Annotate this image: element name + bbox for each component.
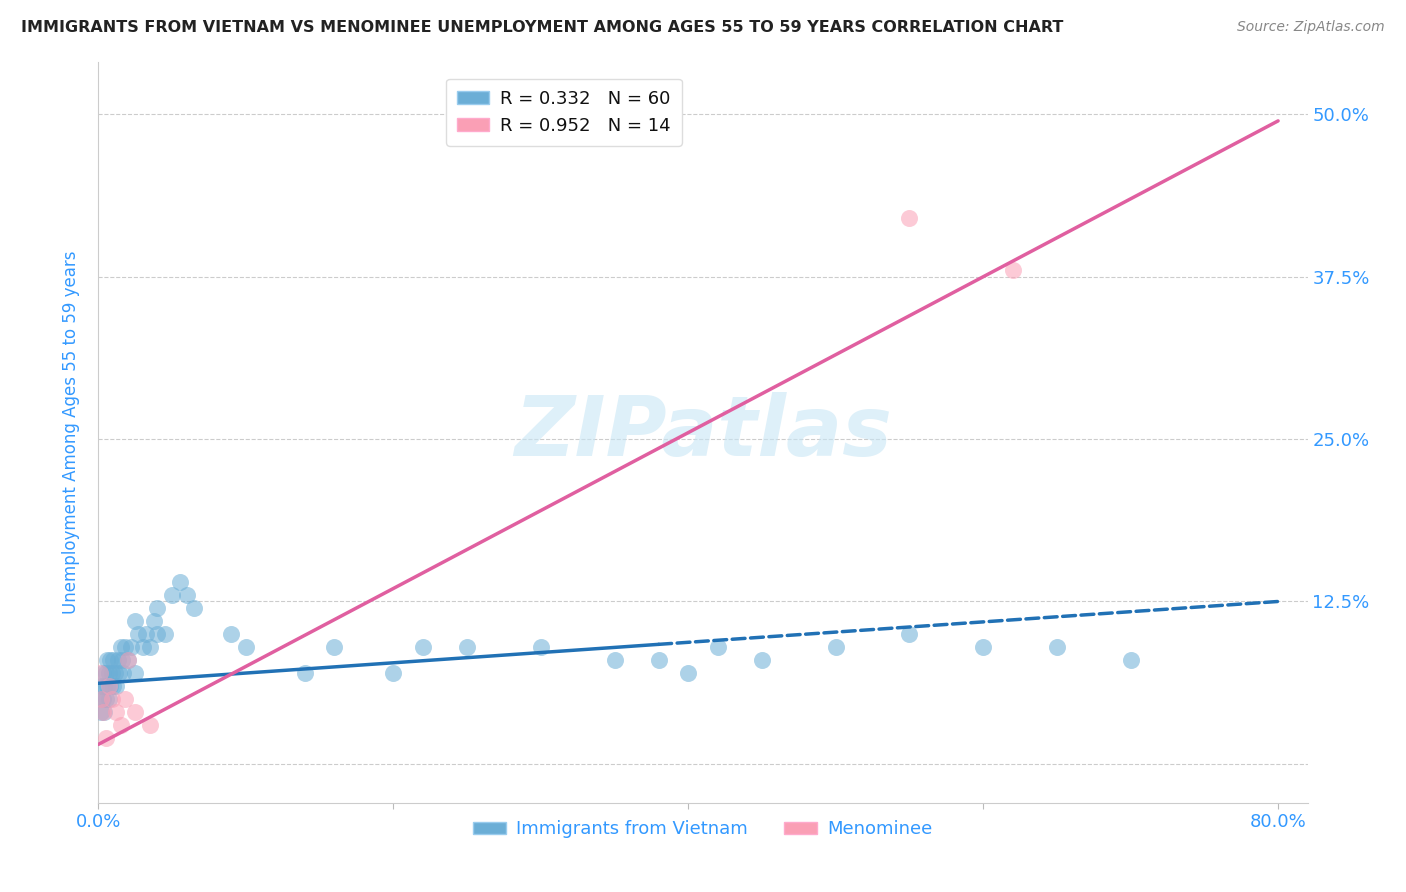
- Point: [139, 718, 162, 732]
- Point: [603, 653, 626, 667]
- Point: [98, 653, 121, 667]
- Point: [117, 653, 139, 667]
- Point: [824, 640, 846, 654]
- Point: [97, 665, 120, 680]
- Point: [131, 640, 153, 654]
- Point: [114, 640, 136, 654]
- Point: [219, 627, 242, 641]
- Point: [678, 665, 700, 680]
- Point: [97, 692, 120, 706]
- Point: [751, 653, 773, 667]
- Point: [183, 601, 205, 615]
- Point: [117, 653, 139, 667]
- Point: [294, 665, 316, 680]
- Point: [101, 679, 124, 693]
- Y-axis label: Unemployment Among Ages 55 to 59 years: Unemployment Among Ages 55 to 59 years: [62, 251, 80, 615]
- Point: [1046, 640, 1069, 654]
- Point: [111, 653, 134, 667]
- Point: [96, 679, 118, 693]
- Point: [898, 211, 921, 226]
- Point: [530, 640, 553, 654]
- Point: [648, 653, 671, 667]
- Legend: Immigrants from Vietnam, Menominee: Immigrants from Vietnam, Menominee: [465, 814, 941, 846]
- Point: [412, 640, 434, 654]
- Point: [898, 627, 921, 641]
- Point: [105, 705, 128, 719]
- Point: [160, 588, 183, 602]
- Point: [89, 692, 111, 706]
- Point: [124, 614, 146, 628]
- Point: [176, 588, 198, 602]
- Point: [93, 705, 115, 719]
- Point: [169, 574, 191, 589]
- Point: [1001, 263, 1024, 277]
- Text: Source: ZipAtlas.com: Source: ZipAtlas.com: [1237, 20, 1385, 34]
- Point: [108, 665, 131, 680]
- Point: [98, 679, 121, 693]
- Point: [100, 665, 122, 680]
- Point: [127, 627, 149, 641]
- Point: [120, 640, 142, 654]
- Point: [706, 640, 728, 654]
- Point: [112, 665, 135, 680]
- Point: [1119, 653, 1142, 667]
- Point: [110, 718, 132, 732]
- Point: [124, 665, 146, 680]
- Point: [323, 640, 346, 654]
- Point: [107, 653, 129, 667]
- Point: [90, 705, 112, 719]
- Text: IMMIGRANTS FROM VIETNAM VS MENOMINEE UNEMPLOYMENT AMONG AGES 55 TO 59 YEARS CORR: IMMIGRANTS FROM VIETNAM VS MENOMINEE UNE…: [21, 20, 1063, 35]
- Point: [94, 731, 117, 745]
- Point: [139, 640, 162, 654]
- Point: [93, 679, 115, 693]
- Point: [972, 640, 994, 654]
- Point: [105, 679, 128, 693]
- Point: [114, 692, 136, 706]
- Point: [91, 692, 114, 706]
- Point: [90, 692, 112, 706]
- Point: [104, 665, 127, 680]
- Point: [96, 653, 118, 667]
- Point: [101, 653, 124, 667]
- Point: [100, 692, 122, 706]
- Point: [110, 640, 132, 654]
- Point: [135, 627, 157, 641]
- Point: [94, 692, 117, 706]
- Point: [153, 627, 176, 641]
- Point: [94, 665, 117, 680]
- Point: [146, 601, 169, 615]
- Point: [124, 705, 146, 719]
- Point: [91, 705, 114, 719]
- Point: [91, 665, 114, 680]
- Text: ZIPatlas: ZIPatlas: [515, 392, 891, 473]
- Point: [97, 679, 120, 693]
- Point: [143, 614, 166, 628]
- Point: [90, 679, 112, 693]
- Point: [382, 665, 405, 680]
- Point: [235, 640, 257, 654]
- Point: [146, 627, 169, 641]
- Point: [456, 640, 478, 654]
- Point: [89, 665, 111, 680]
